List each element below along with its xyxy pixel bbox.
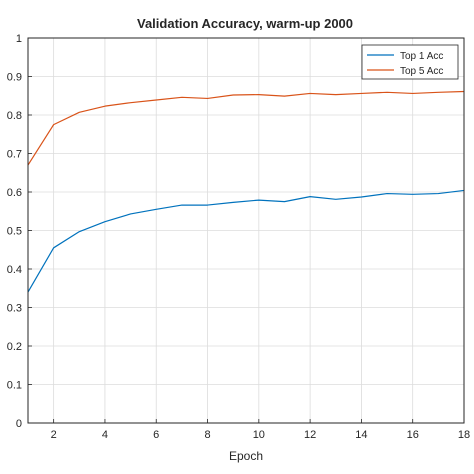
x-tick-label: 18 [458,429,470,441]
legend: Top 1 Acc Top 5 Acc [361,44,459,80]
x-tick-label: 6 [153,429,159,441]
y-tick-label: 0.1 [7,380,22,392]
x-tick-label: 14 [355,429,367,441]
y-tick-label: 0.5 [7,226,22,238]
y-tick-label: 0.4 [7,264,22,276]
axes: 2 4 6 8 10 12 14 16 18 0 0.1 0.2 0.3 0.4 0.5 0.6 0.7 0.8 0… [7,33,470,441]
y-tick-label: 0.8 [7,110,22,122]
y-tick-label: 0.2 [7,341,22,353]
x-tick-label: 4 [102,429,108,441]
x-tick-label: 2 [51,429,57,441]
y-tick-label: 0.7 [7,149,22,161]
series-line-top-1-acc [27,189,465,293]
y-tick-label: 0 [16,418,22,430]
x-tick-label: 12 [304,429,316,441]
x-tick-label: 8 [204,429,210,441]
x-tick-label: 10 [253,429,265,441]
y-tick-label: 1 [16,33,22,45]
grid [28,38,465,423]
legend-label-top-5-acc: Top 5 Acc [400,66,443,77]
chart-title: Validation Accuracy, warm-up 2000 [137,16,353,31]
y-tick-label: 0.6 [7,187,22,199]
x-tick-label: 16 [407,429,419,441]
series-line-top-5-acc [27,90,465,166]
legend-label-top-1-acc: Top 1 Acc [400,51,443,62]
y-tick-label: 0.9 [7,72,22,84]
series-layer [27,90,465,293]
y-tick-label: 0.3 [7,303,22,315]
x-axis-label: Epoch [229,449,263,463]
legend-box [361,44,459,80]
